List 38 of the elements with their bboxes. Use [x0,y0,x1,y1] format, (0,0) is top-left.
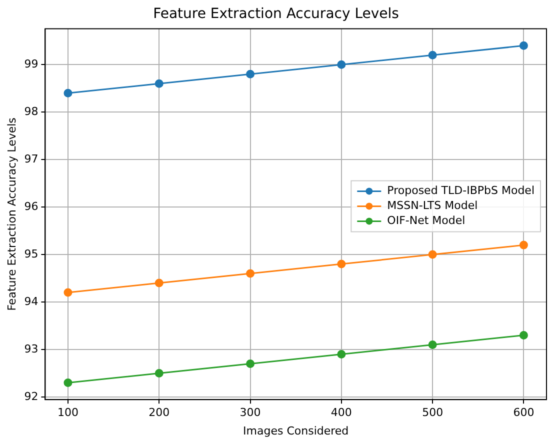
point [428,250,437,259]
point [428,340,437,350]
x-tick-label: 500 [422,406,444,420]
legend-label: MSSN-LTS Model [387,199,478,212]
point [519,331,528,340]
y-tick-label: 98 [24,104,38,118]
y-tick-label: 96 [24,200,38,213]
point [428,50,437,60]
legend-label: OIF-Net Model [387,214,466,228]
point [519,240,528,250]
point [519,41,528,50]
x-tick-label: 100 [57,406,78,420]
point [64,88,72,98]
point [154,79,164,88]
x-tick-label: 600 [513,406,534,420]
y-tick-label: 99 [24,58,38,71]
point [64,288,72,297]
y-tick-label: 95 [24,247,38,260]
y-tick-label: 93 [24,342,38,356]
point [246,70,255,78]
point [337,60,346,69]
point [337,350,346,359]
chart-title: Feature Extraction Accuracy Levels [153,6,399,22]
point [246,269,255,278]
y-axis-title: Feature Extraction Accuracy Levels [5,117,18,311]
x-tick-label: 300 [240,406,261,420]
y-tick-label: 94 [24,294,38,308]
x-tick-label: 200 [148,406,170,420]
point [154,369,164,378]
legend-label: Proposed TLD-IBPbS Model [387,184,535,198]
point [337,260,346,268]
y-tick-label: 92 [24,390,38,403]
point [64,378,72,387]
x-axis-title: Images Considered [243,424,349,438]
point [154,278,164,288]
y-tick-label: 97 [24,152,38,166]
point [246,360,255,368]
x-tick-label: 400 [330,406,352,420]
